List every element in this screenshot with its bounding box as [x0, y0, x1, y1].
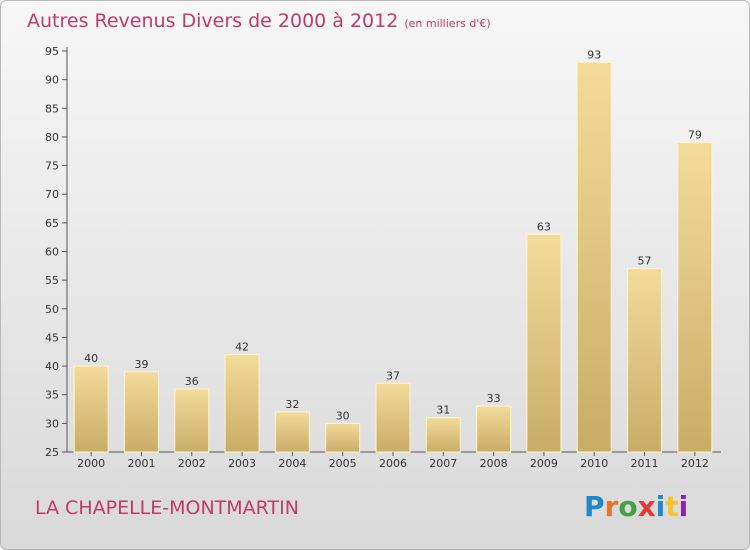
x-tick-label: 2001	[127, 457, 155, 470]
y-tick-label: 55	[45, 274, 59, 287]
bar	[425, 417, 461, 453]
y-tick-label: 40	[45, 360, 59, 373]
chart-subtitle: (en milliers d'€)	[404, 17, 491, 30]
bar-value-label: 79	[688, 129, 702, 142]
x-tick-label: 2009	[530, 457, 558, 470]
bar	[526, 233, 562, 453]
bar	[627, 268, 663, 453]
bar	[73, 365, 109, 453]
x-tick-label: 2008	[480, 457, 508, 470]
x-tick-label: 2000	[77, 457, 105, 470]
bar-value-label: 32	[285, 398, 299, 411]
y-tick-label: 90	[45, 74, 59, 87]
logo-letter: i	[678, 490, 689, 523]
x-tick-label: 2003	[228, 457, 256, 470]
bar-value-label: 40	[84, 352, 98, 365]
logo-letter: i	[655, 490, 666, 523]
bar-value-label: 93	[587, 48, 601, 61]
x-tick-label: 2012	[681, 457, 709, 470]
y-tick-label: 85	[45, 102, 59, 115]
y-tick-label: 75	[45, 160, 59, 173]
bar	[476, 405, 512, 453]
bar	[576, 61, 612, 453]
bar	[677, 142, 713, 453]
x-tick-label: 2006	[379, 457, 407, 470]
proxiti-logo: Proxiti	[584, 490, 688, 523]
logo-letter: x	[637, 490, 656, 523]
bar-value-label: 42	[235, 341, 249, 354]
y-tick-label: 30	[45, 417, 59, 430]
logo-letter: t	[665, 490, 679, 523]
y-tick-label: 80	[45, 131, 59, 144]
bar-value-label: 39	[134, 358, 148, 371]
bar-value-label: 33	[487, 392, 501, 405]
y-tick-label: 45	[45, 331, 59, 344]
location-label: LA CHAPELLE-MONTMARTIN	[35, 497, 299, 519]
y-tick-label: 95	[45, 45, 59, 58]
y-tick-label: 65	[45, 217, 59, 230]
bar	[224, 354, 260, 453]
y-tick-label: 60	[45, 246, 59, 259]
bar-value-label: 37	[386, 369, 400, 382]
bar-value-label: 63	[537, 220, 551, 233]
x-tick-label: 2007	[429, 457, 457, 470]
bar	[123, 371, 159, 453]
bar	[274, 411, 310, 453]
logo-letter: r	[604, 490, 619, 523]
bar	[325, 422, 361, 453]
y-tick-label: 50	[45, 303, 59, 316]
x-tick-label: 2011	[631, 457, 659, 470]
chart-title-text: Autres Revenus Divers de 2000 à 2012	[27, 10, 399, 32]
x-tick-label: 2004	[278, 457, 306, 470]
bar-value-label: 57	[638, 255, 652, 268]
bar-value-label: 36	[185, 375, 199, 388]
bar-value-label: 30	[336, 409, 350, 422]
x-tick-label: 2005	[329, 457, 357, 470]
chart-title: Autres Revenus Divers de 2000 à 2012 (en …	[27, 10, 491, 32]
y-tick-label: 35	[45, 389, 59, 402]
y-tick-label: 70	[45, 188, 59, 201]
bar	[375, 382, 411, 453]
logo-letter: o	[618, 490, 638, 523]
x-tick-label: 2010	[580, 457, 608, 470]
logo-letter: P	[584, 490, 605, 523]
bar	[174, 388, 210, 453]
bar-value-label: 31	[436, 404, 450, 417]
y-tick-label: 25	[45, 446, 59, 459]
x-tick-label: 2002	[178, 457, 206, 470]
